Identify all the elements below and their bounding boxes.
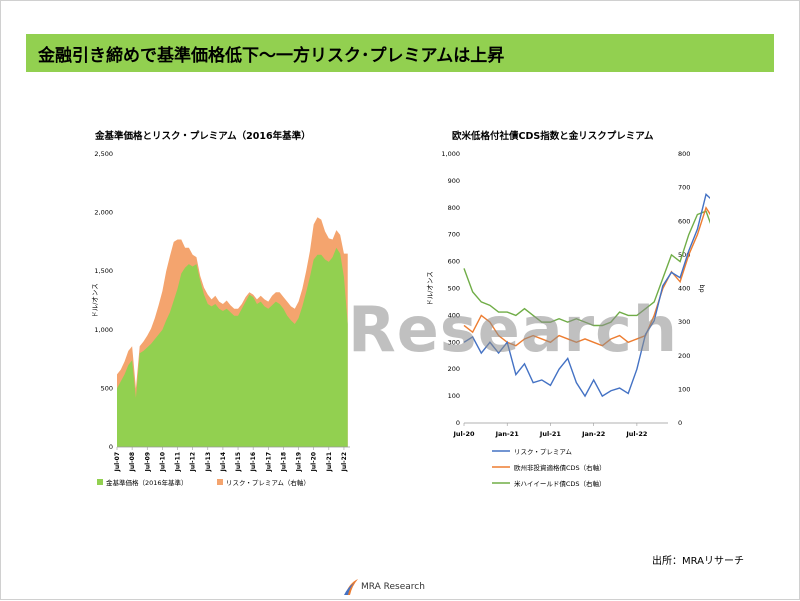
left-y-tick-label: 300 [448,338,460,346]
right-chart-title: 欧米低格付社債CDS指数と金リスクプレミアム [452,131,654,142]
logo-text: MRA Research [361,582,425,592]
gold-base-price-area [117,247,348,447]
x-tick-label: Jul-15 [235,452,242,472]
left-y-tick-label: 1,000 [441,150,460,158]
risk-premium-line [463,193,710,398]
left-y-tick-label: 200 [448,365,460,373]
left-y-tick-label: 400 [448,311,460,319]
watermark: Research [348,293,679,366]
x-tick-label: Jul-21 [539,430,561,438]
y-tick-label: 500 [101,384,113,392]
right-y-axis-label: bp [698,284,706,292]
right-line-chart: 0 100 200 300 400 500 600 700 800 900 1,000 0 100 200… [426,150,710,488]
left-y-tick-label: 0 [456,419,460,427]
legend-label-risk-premium: リスク・プレミアム（右軸） [226,478,310,487]
x-tick-label: Jul-19 [296,452,303,472]
x-tick-label: Jul-08 [129,452,136,472]
left-y-tick-label: 600 [448,258,460,266]
logo-swoosh-icon [344,579,358,595]
right-y-tick-label: 600 [678,217,690,225]
right-y-tick-label: 800 [678,150,690,158]
source-note: 出所：MRAリサーチ [652,556,745,567]
right-y-tick-label: 400 [678,285,690,293]
right-y-tick-label: 500 [678,251,690,259]
x-tick-label: Jul-22 [341,452,348,472]
x-tick-label: Jul-20 [311,452,318,472]
legend-label-gold-base: 金基準価格（2016年基準） [106,478,188,487]
y-tick-label: 1,500 [94,267,113,275]
title-bar: 金融引き締めで基準価格低下～一方リスク･プレミアムは上昇 [26,34,774,72]
x-tick-label: Jul-21 [326,452,333,472]
left-chart-title: 金基準価格とリスク・プレミアム（2016年基準） [95,131,311,142]
x-tick-label: Jul-14 [220,452,227,472]
right-y-tick-label: 700 [678,184,690,192]
y-tick-label: 0 [109,443,113,451]
x-tick-label: Jul-17 [265,452,272,472]
page-title: 金融引き締めで基準価格低下～一方リスク･プレミアムは上昇 [38,46,505,66]
x-tick-label: Jan-21 [495,430,520,438]
x-tick-label: Jul-22 [625,430,647,438]
legend-eu-cds-label: 欧州非投資適格債CDS（右軸） [514,463,606,472]
x-tick-label: Jul-18 [280,452,287,472]
left-y-tick-label: 500 [448,285,460,293]
x-tick-label: Jul-16 [250,452,257,472]
left-area-chart: 0 500 1,000 1,500 2,000 2,500 ドル/オンス Jul-07 Jul-… [91,150,350,487]
y-axis-label: ドル/オンス [91,283,99,318]
legend-swatch-gold-base [97,479,103,485]
left-y-tick-label: 700 [448,231,460,239]
logo: MRA Research [343,577,425,597]
x-tick-label: Jul-12 [190,452,197,472]
right-y-tick-label: 0 [678,419,682,427]
left-y-tick-label: 800 [448,204,460,212]
left-y-tick-label: 900 [448,177,460,185]
x-tick-label: Jul-07 [114,452,121,472]
legend-swatch-risk-premium [217,479,223,485]
right-y-tick-label: 300 [678,318,690,326]
legend-us-cds-label: 米ハイイールド債CDS（右軸） [514,479,606,488]
right-y-tick-label: 200 [678,352,690,360]
y-tick-label: 1,000 [94,326,113,334]
y-tick-label: 2,000 [94,209,113,217]
x-tick-label: Jul-13 [205,452,212,472]
left-y-tick-label: 100 [448,392,460,400]
left-y-axis-label: ドル/オンス [426,271,434,306]
x-tick-label: Jul-10 [159,452,166,472]
x-tick-label: Jul-20 [452,430,474,438]
x-tick-label: Jan-22 [581,430,605,438]
right-y-tick-label: 100 [678,385,690,393]
y-tick-label: 2,500 [94,150,113,158]
x-tick-label: Jul-09 [144,452,151,472]
us-high-yield-cds-line [463,210,710,327]
x-tick-label: Jul-11 [175,452,182,472]
legend-risk-premium-label: リスク・プレミアム [514,448,572,456]
